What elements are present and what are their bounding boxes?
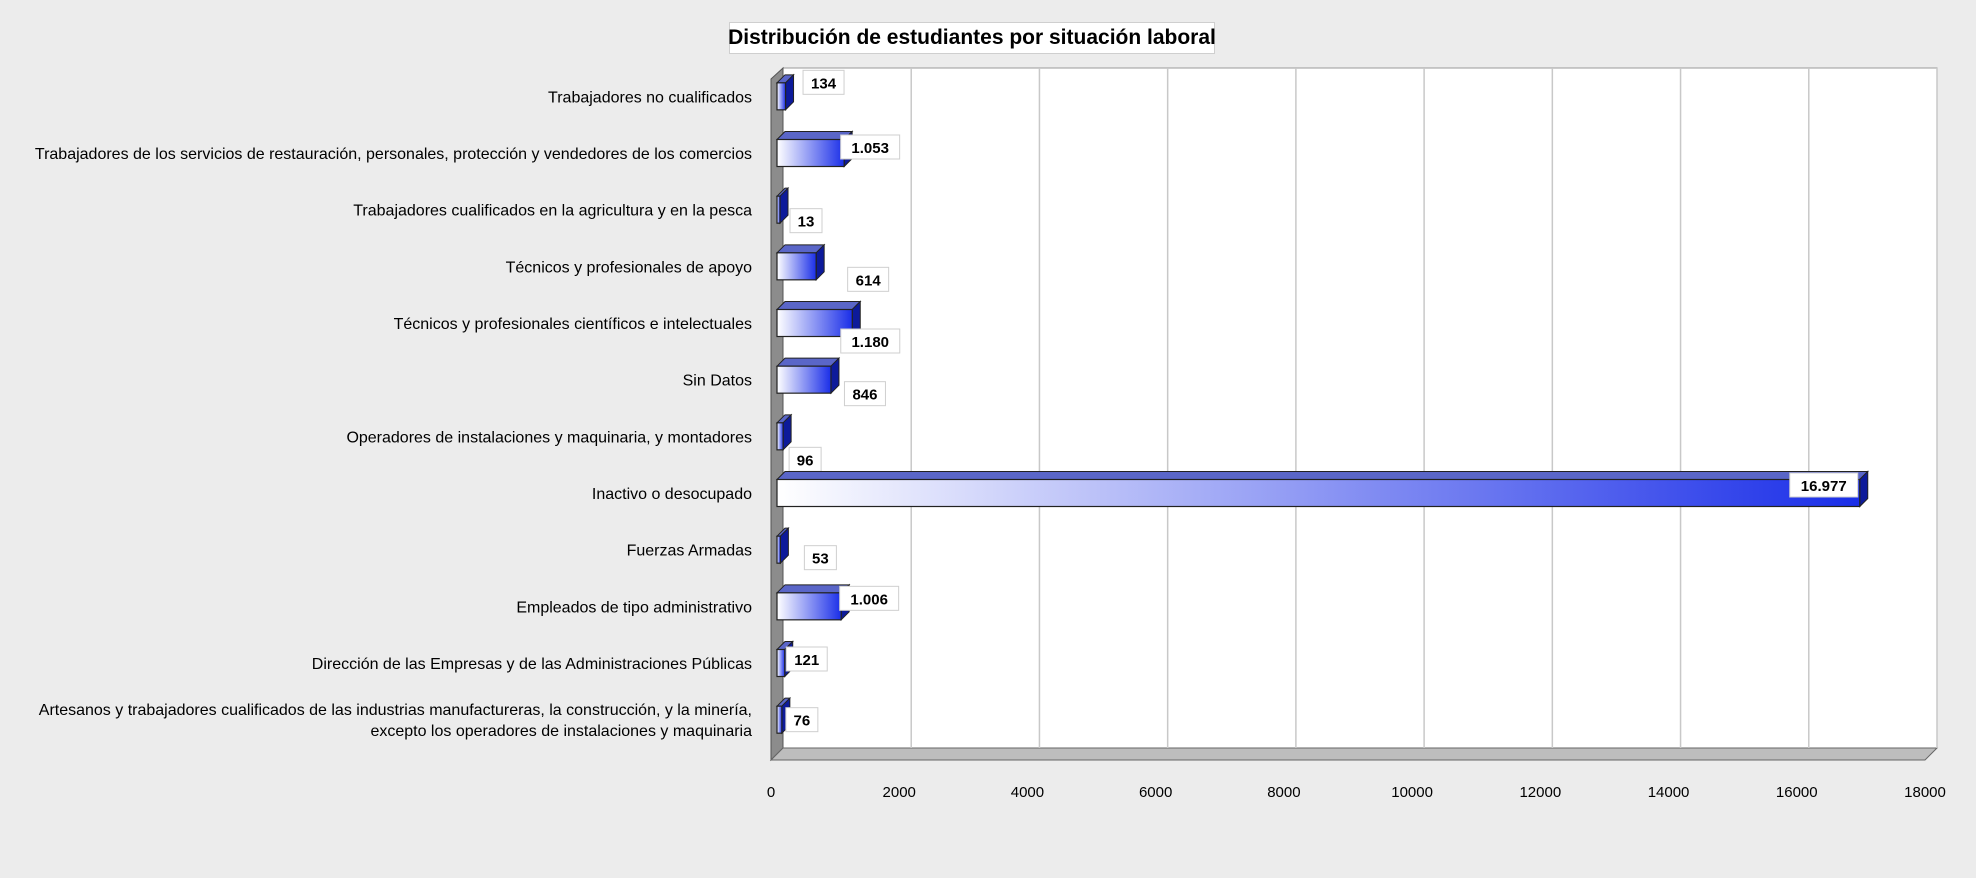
data-label-box [803,545,837,571]
data-label: 134 [811,75,837,92]
data-label-box [840,328,901,354]
x-tick-label: 14000 [1648,784,1690,801]
bar-top [775,584,851,594]
data-label: 614 [856,272,882,289]
bar [776,705,783,734]
data-label: 1.053 [851,140,889,157]
bar-group [775,300,862,338]
category-label: Trabajadores de los servicios de restaur… [35,146,752,163]
x-tick-label: 12000 [1519,784,1561,801]
bar [776,478,1861,508]
x-tick-label: 16000 [1776,784,1818,801]
bar-top [775,301,862,310]
x-tick-label: 2000 [883,784,916,801]
category-label: excepto los operadores de instalaciones … [370,723,752,740]
x-tick-label: 4000 [1011,784,1044,801]
data-label: 76 [794,713,811,730]
category-label: Fuerzas Armadas [627,543,752,560]
category-label: Técnicos y profesionales de apoyo [506,259,752,276]
x-tick-label: 10000 [1391,784,1433,801]
category-label: Operadores de instalaciones y maquinaria… [346,429,752,446]
bar [776,592,842,621]
category-label: Trabajadores no cualificados [548,89,752,106]
bar-group [775,356,841,395]
bar-group [775,73,795,112]
bar [776,422,784,451]
data-label-box [785,646,828,672]
data-label: 96 [797,452,814,469]
bar-group [775,243,826,282]
data-label: 1.180 [851,334,889,351]
bar [776,82,787,111]
data-label: 13 [798,214,815,231]
category-label: Empleados de tipo administrativo [516,599,752,616]
bar [776,138,845,168]
bar-top [775,471,1869,480]
data-label-box [802,69,845,95]
data-label: 16.977 [1801,478,1847,495]
bar-group [775,413,793,452]
plot-area [782,67,1938,749]
category-label: Dirección de las Empresas y de las Admin… [312,656,752,673]
data-label: 121 [794,652,819,669]
data-label-box [847,266,890,292]
category-label: Técnicos y profesionales científicos e i… [394,316,752,333]
bar [776,535,781,564]
bar [776,252,817,281]
data-label-box [839,585,900,611]
bar [776,648,786,678]
data-label: 53 [812,551,829,568]
data-label-box [840,134,901,160]
bar-group [775,526,790,565]
bar [776,195,781,224]
category-label: Inactivo o desocupado [592,486,752,503]
category-label: Artesanos y trabajadores cualificados de… [39,702,752,719]
category-label: Sin Datos [683,373,752,390]
bar-group [775,186,790,225]
bar-group [775,583,851,622]
chart-title: Distribución de estudiantes por situació… [728,22,1216,54]
x-tick-label: 18000 [1904,784,1946,801]
data-label-box [788,446,822,472]
bar-group [775,470,1869,508]
floor [769,747,1939,761]
bar-top [775,357,841,367]
data-label-box [785,707,819,733]
category-label: Trabajadores cualificados en la agricult… [353,203,752,220]
data-label: 846 [852,387,877,404]
x-tick-label: 6000 [1139,784,1172,801]
bar [776,365,832,394]
x-tick-label: 8000 [1267,784,1300,801]
data-label: 1.006 [850,591,888,608]
data-label-box [843,381,886,407]
data-label-box [1789,472,1859,498]
bar [776,308,853,338]
data-label-box [789,208,823,234]
x-tick-label: 0 [767,784,775,801]
